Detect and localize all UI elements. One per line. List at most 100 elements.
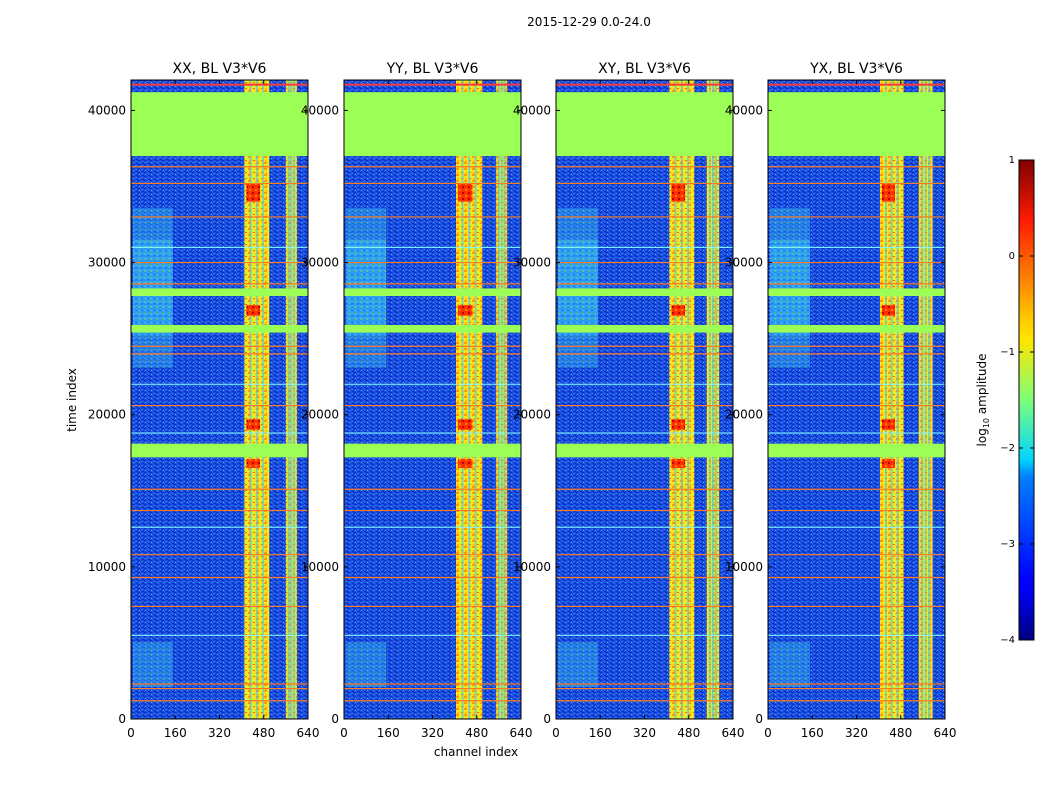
x-tick-label: 320 [421,726,444,740]
y-axis-label: time index [65,368,79,432]
y-tick-label: 10000 [301,560,339,574]
high-amplitude-block [246,419,261,430]
panel-title: XY, BL V3*V6 [598,61,691,77]
high-amplitude-block [671,183,686,202]
high-amplitude-block [882,183,895,202]
x-tick-label: 480 [677,726,700,740]
low-level-structure [770,642,810,688]
flagged-range [556,92,733,157]
channel-stripe [674,80,677,719]
channel-stripe [928,80,931,719]
flagged-range [131,92,308,157]
high-amplitude-block [246,458,261,468]
y-tick-label: 40000 [513,103,551,117]
flagged-range [768,288,945,297]
colorbar-tick-label: −1 [1000,347,1015,358]
x-tick-label: 0 [552,726,560,740]
x-tick-label: 640 [722,726,745,740]
channel-stripe [262,80,265,719]
figure-suptitle: 2015-12-29 0.0-24.0 [527,15,651,29]
channel-stripe [255,80,258,719]
panel-title: YX, BL V3*V6 [809,61,903,77]
flagged-range [344,443,521,458]
flagged-range [344,288,521,297]
y-tick-label: 30000 [301,256,339,270]
channel-stripe [468,80,471,719]
x-tick-label: 160 [164,726,187,740]
flagged-range [131,324,308,333]
channel-stripe [680,80,683,719]
y-tick-label: 10000 [725,560,763,574]
x-tick-label: 160 [801,726,824,740]
channel-stripe [500,80,503,719]
colorbar-tick-label: 0 [1009,251,1015,262]
colorbar-label-subscript: 10 [982,418,991,428]
y-tick-label: 0 [118,712,126,726]
channel-stripe [924,80,927,719]
colorbar-label: log10 amplitude [975,354,991,447]
colorbar-tick-label: 1 [1009,155,1015,166]
colorbar-label-suffix: amplitude [975,354,989,418]
channel-stripe [474,80,477,719]
panels: XX, BL V3*V6 0 160 320 480 640 0 10000 20000 3000… [88,61,957,740]
low-level-structure [558,239,598,336]
x-tick-label: 480 [252,726,275,740]
flagged-range [768,324,945,333]
high-amplitude-block [458,183,473,202]
colorbar: 10−1−2−3−4 log10 amplitude [975,155,1035,646]
heatmap-background [556,80,733,719]
x-tick-label: 640 [934,726,957,740]
low-level-structure [133,642,173,688]
heatmap-background [344,80,521,719]
channel-stripe [896,80,899,719]
colorbar-gradient [1018,159,1035,641]
high-amplitude-block [671,458,686,468]
channel-stripe [287,80,290,719]
x-tick-label: 480 [465,726,488,740]
channel-stripe [249,80,252,719]
low-level-structure [558,642,598,688]
x-tick-label: 0 [127,726,135,740]
heatmap-background [768,80,945,719]
flagged-range [131,288,308,297]
panel-title: XX, BL V3*V6 [173,61,267,77]
y-tick-label: 20000 [725,408,763,422]
y-tick-label: 20000 [301,408,339,422]
panel-3: XY, BL V3*V6 0 160 320 480 640 0 10000 20000 3000… [513,61,745,740]
y-tick-label: 30000 [513,256,551,270]
flagged-range [344,324,521,333]
flagged-range [131,443,308,458]
heatmap-background [131,80,308,719]
channel-stripe [497,80,500,719]
flagged-range [556,443,733,458]
high-amplitude-block [671,305,686,316]
channel-stripe [708,80,711,719]
x-tick-label: 320 [208,726,231,740]
low-level-structure [346,239,386,336]
panel-1: XX, BL V3*V6 0 160 320 480 640 0 10000 20000 3000… [88,61,320,740]
x-axis-label: channel index [434,745,518,759]
high-amplitude-block [246,305,261,316]
y-tick-label: 0 [543,712,551,726]
channel-stripe [503,80,506,719]
x-tick-label: 640 [297,726,320,740]
colorbar-tick-label: −2 [1000,443,1015,454]
y-tick-label: 40000 [725,103,763,117]
low-level-structure [133,239,173,336]
high-amplitude-block [671,419,686,430]
x-tick-label: 160 [377,726,400,740]
x-tick-label: 320 [845,726,868,740]
flagged-range [556,324,733,333]
y-tick-label: 30000 [88,256,126,270]
x-tick-label: 640 [510,726,533,740]
y-tick-label: 10000 [88,560,126,574]
high-amplitude-block [882,458,895,468]
high-amplitude-block [882,305,895,316]
y-tick-label: 30000 [725,256,763,270]
high-amplitude-block [882,419,895,430]
y-tick-label: 10000 [513,560,551,574]
low-level-structure [770,239,810,336]
channel-stripe [884,80,887,719]
